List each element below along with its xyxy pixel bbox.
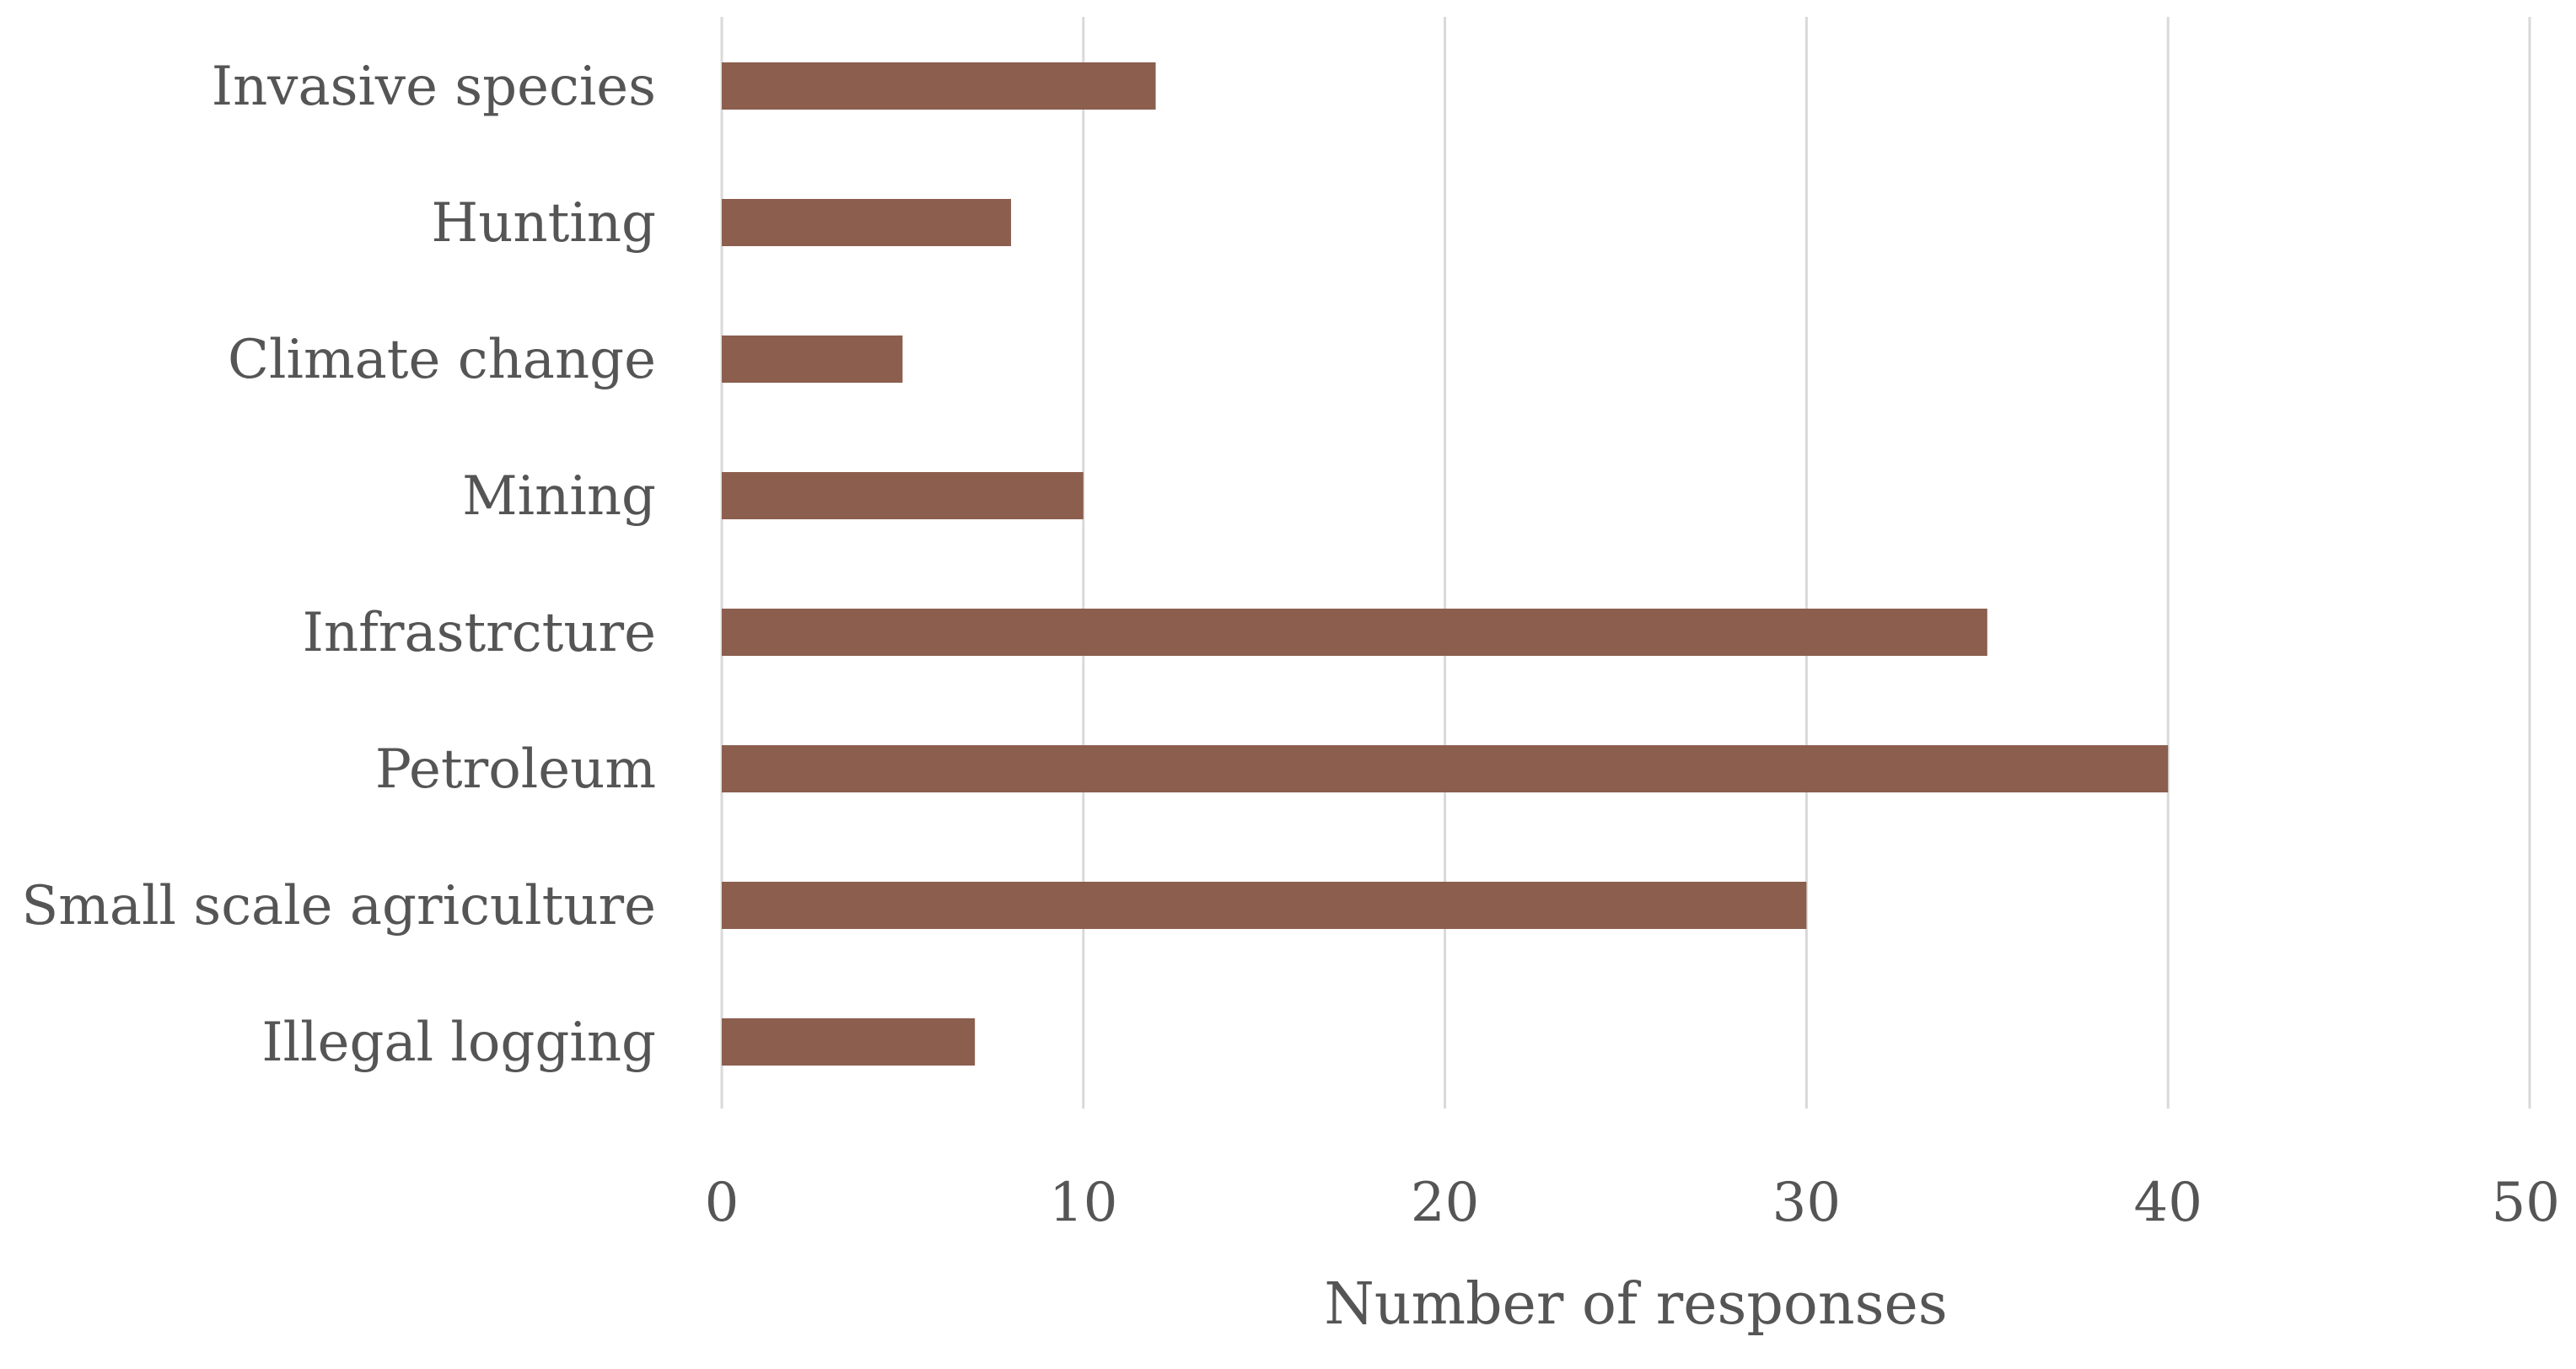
category-label: Hunting <box>431 192 656 255</box>
bar-invasive-species <box>722 62 1156 110</box>
category-label: Petroleum <box>375 738 656 801</box>
x-tick-label: 10 <box>1049 1172 1117 1234</box>
bar-petroleum <box>722 745 2169 792</box>
x-axis-title: Number of responses <box>1324 1271 1947 1338</box>
bar-mining <box>722 472 1084 519</box>
gridlines <box>720 17 2531 1109</box>
category-label: Climate change <box>228 329 656 391</box>
bar-hunting <box>722 199 1012 246</box>
x-tick-label: 20 <box>1411 1172 1479 1234</box>
category-labels: Invasive species Hunting Climate change Min… <box>21 56 656 1074</box>
category-label: Small scale agriculture <box>21 875 656 937</box>
x-tick-label: 30 <box>1772 1172 1841 1234</box>
x-tick-label: 0 <box>705 1172 739 1234</box>
category-label: Illegal logging <box>261 1012 656 1074</box>
x-tick-label: 50 <box>2492 1172 2560 1234</box>
x-tick-label: 40 <box>2133 1172 2202 1234</box>
x-tick-labels: 0 10 20 30 40 50 <box>705 1172 2560 1234</box>
bar-climate-change <box>722 336 903 383</box>
bar-illegal-logging <box>722 1018 976 1066</box>
bar-infrastrcture <box>722 609 1987 656</box>
bar-small-scale-agriculture <box>722 882 1807 929</box>
category-label: Mining <box>462 465 656 528</box>
bars <box>722 62 2169 1066</box>
category-label: Invasive species <box>212 56 656 118</box>
category-label: Infrastrcture <box>303 602 656 664</box>
